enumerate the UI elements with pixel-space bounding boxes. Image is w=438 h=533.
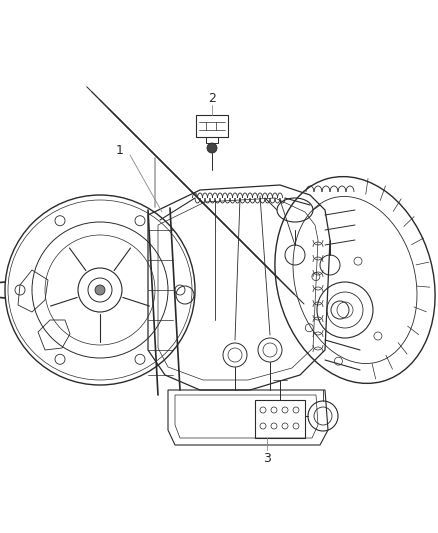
Text: 2: 2 [208, 92, 216, 104]
Text: 3: 3 [263, 451, 271, 464]
Circle shape [207, 143, 217, 153]
Text: 1: 1 [116, 143, 124, 157]
Circle shape [95, 285, 105, 295]
